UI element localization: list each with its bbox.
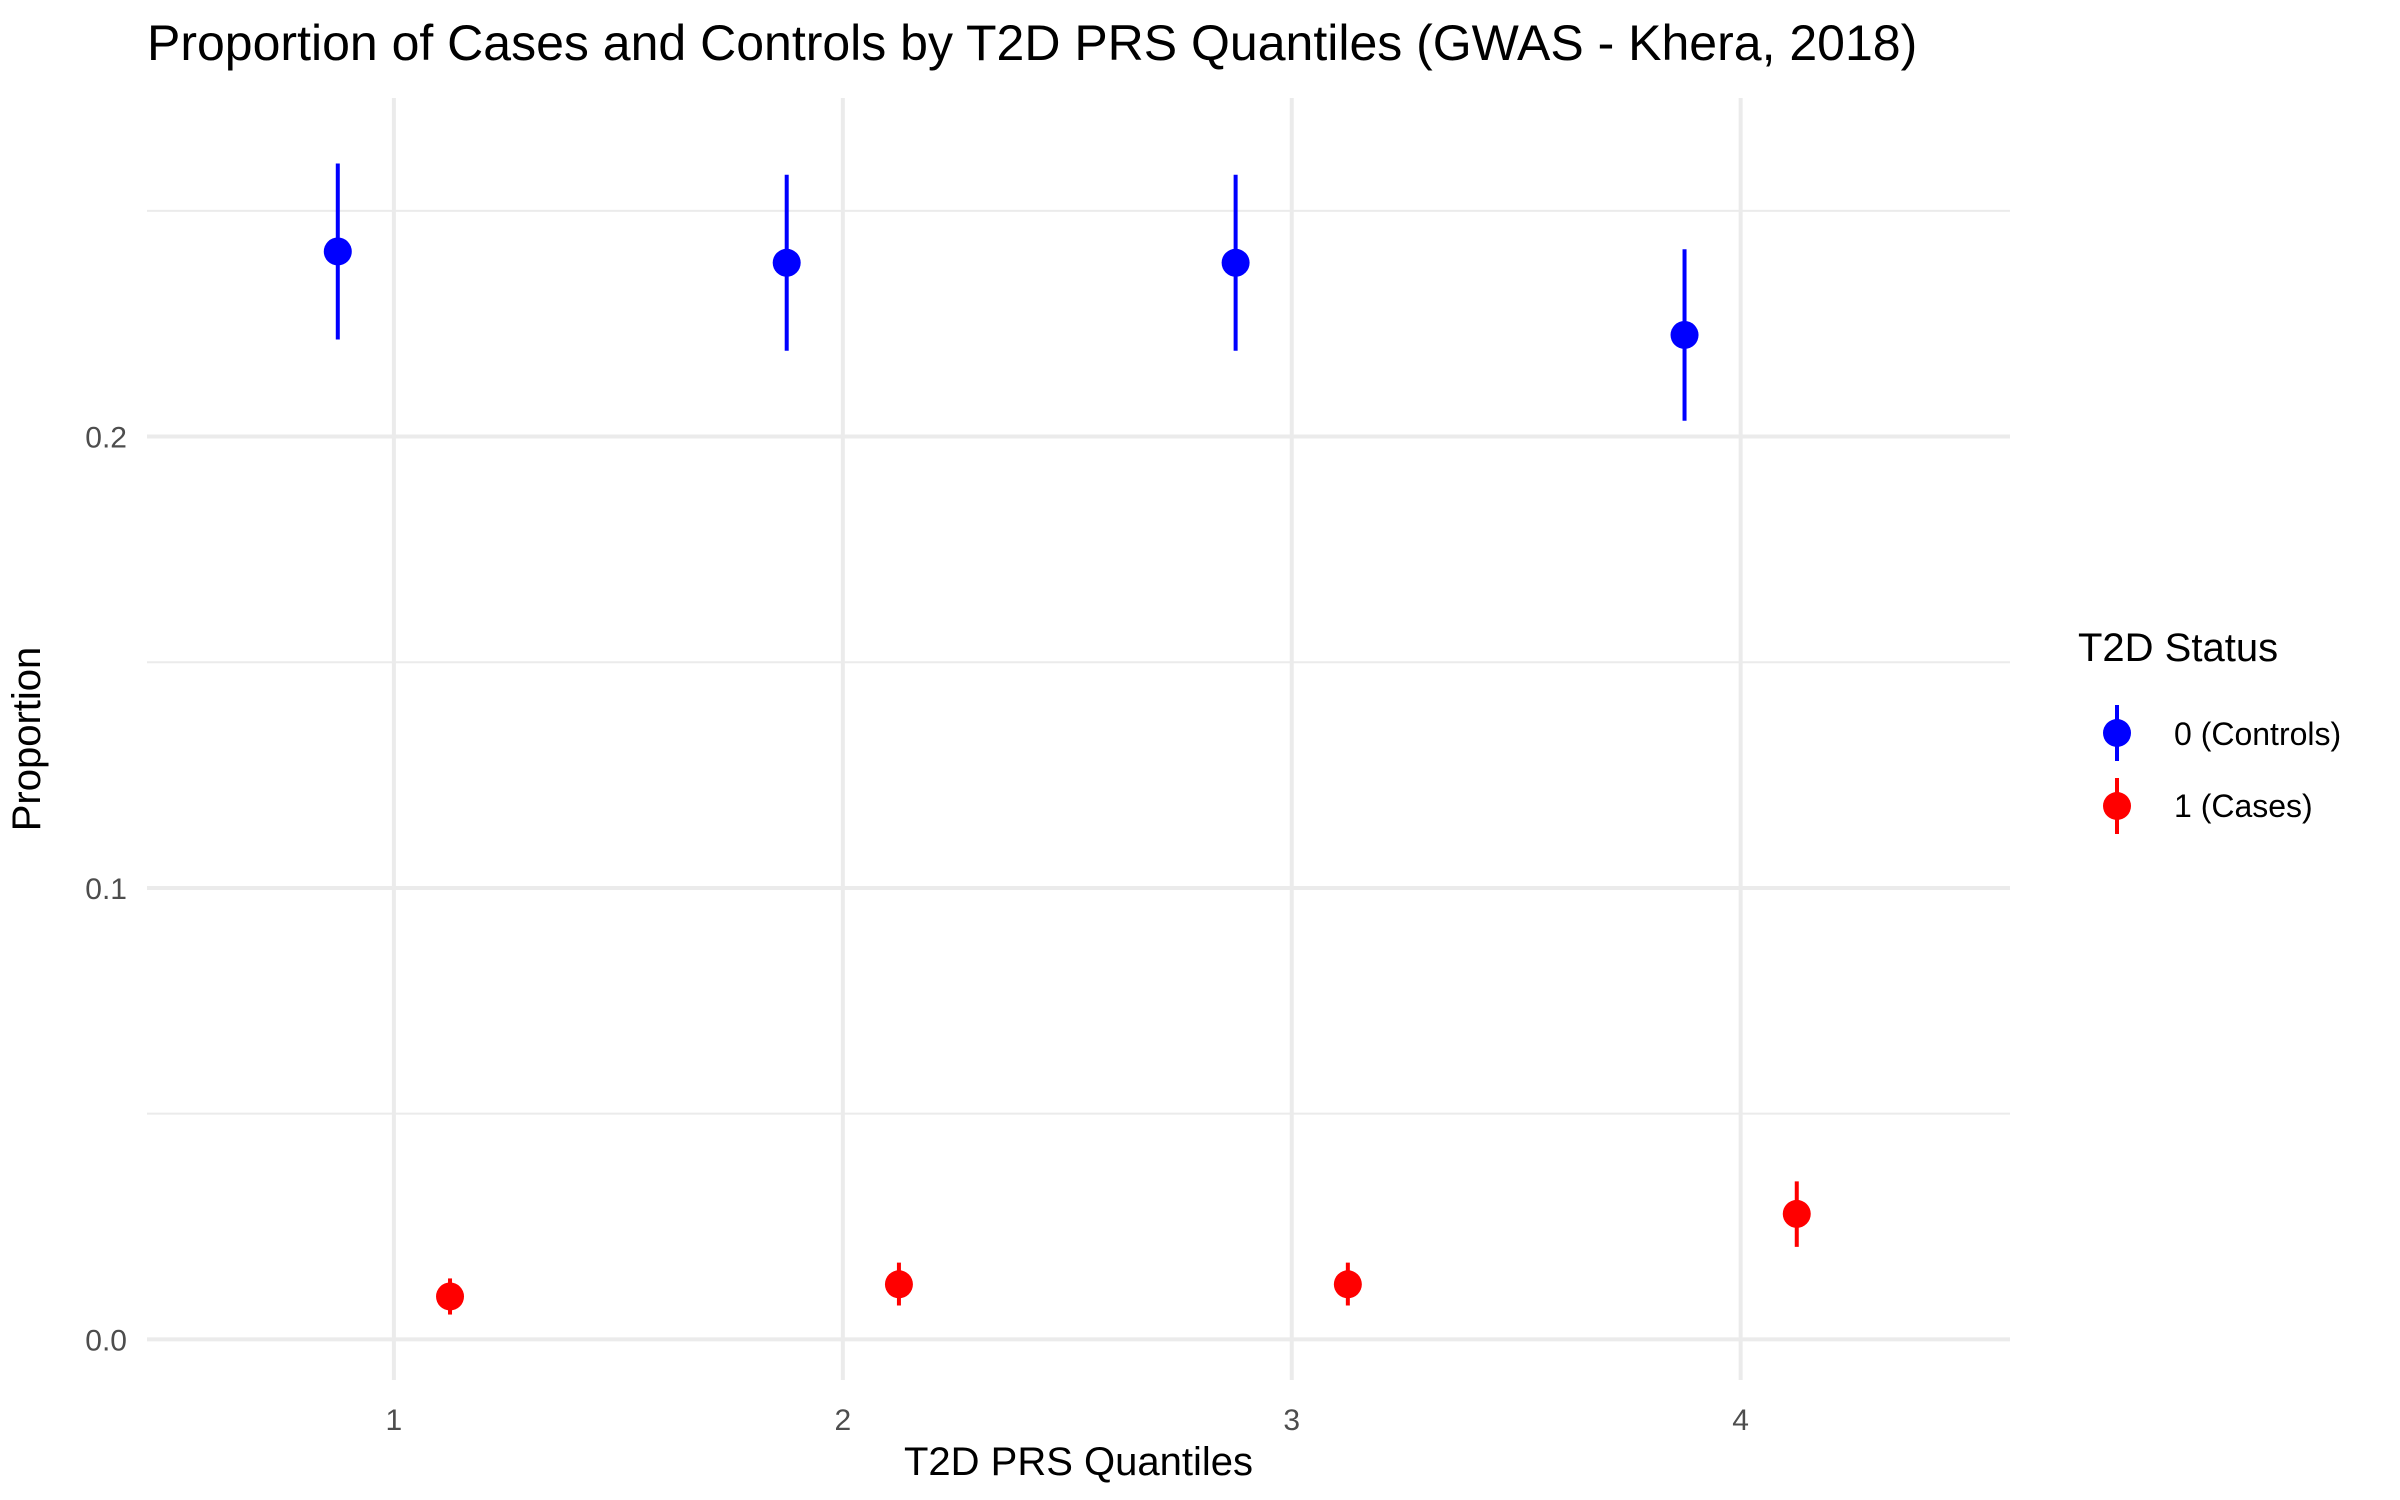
data-point xyxy=(884,1270,913,1299)
series-1 xyxy=(436,1181,1811,1315)
x-tick-label: 1 xyxy=(386,1404,403,1437)
data-point xyxy=(436,1282,465,1311)
legend-label-controls: 0 (Controls) xyxy=(2174,716,2342,752)
x-axis-label: T2D PRS Quantiles xyxy=(904,1440,1253,1484)
data-point xyxy=(1221,248,1250,277)
data-point xyxy=(1333,1270,1362,1299)
x-tick-label: 4 xyxy=(1732,1404,1749,1437)
data-point xyxy=(772,248,801,277)
y-tick-label: 0.0 xyxy=(85,1324,127,1357)
data-point xyxy=(1670,320,1699,349)
legend-label-cases: 1 (Cases) xyxy=(2174,788,2313,824)
y-tick-label: 0.1 xyxy=(85,873,127,906)
legend-key-point xyxy=(2103,719,2131,747)
x-tick-label: 3 xyxy=(1283,1404,1300,1437)
series-0 xyxy=(323,163,1699,421)
data-point xyxy=(1782,1199,1811,1228)
x-tick-label: 2 xyxy=(834,1404,851,1437)
y-tick-label: 0.2 xyxy=(85,422,127,455)
chart-title: Proportion of Cases and Controls by T2D … xyxy=(147,15,1918,71)
data-point xyxy=(323,237,352,266)
legend-key-point xyxy=(2103,792,2131,820)
legend-title: T2D Status xyxy=(2078,626,2279,670)
y-axis-label: Proportion xyxy=(5,647,49,832)
